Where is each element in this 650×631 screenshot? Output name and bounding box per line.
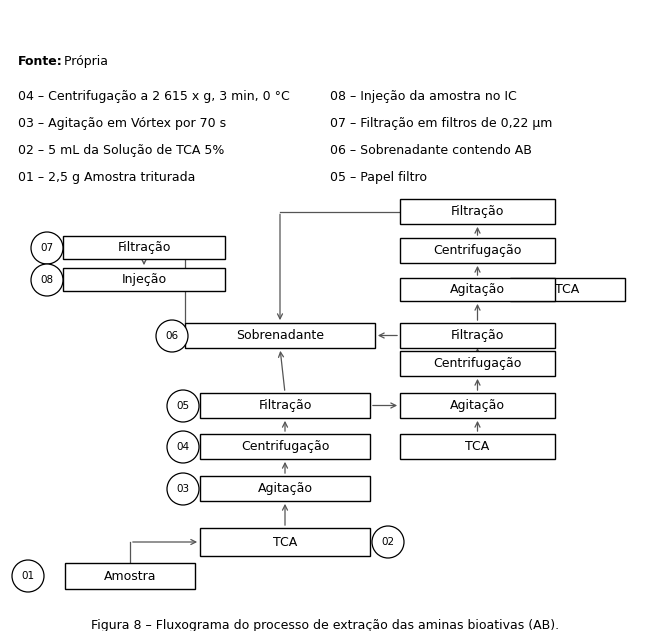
Bar [63,268,225,291]
Text: 08: 08 [40,275,53,285]
Text: Agitação: Agitação [450,283,505,296]
Text: 01: 01 [21,571,34,581]
Bar [65,563,195,589]
Bar [400,278,555,301]
Text: Agitação: Agitação [450,399,505,412]
Bar [400,323,555,348]
Text: Centrifugação: Centrifugação [434,244,522,257]
Text: Filtração: Filtração [258,399,312,412]
Text: 02: 02 [382,537,395,547]
Text: Centrifugação: Centrifugação [434,357,522,370]
Text: 06: 06 [166,331,179,341]
Circle shape [12,560,44,592]
Bar [185,323,375,348]
Text: 07 – Filtração em filtros de 0,22 μm: 07 – Filtração em filtros de 0,22 μm [330,117,552,130]
Text: TCA: TCA [555,283,580,296]
Text: 02 – 5 mL da Solução de TCA 5%: 02 – 5 mL da Solução de TCA 5% [18,144,224,157]
Circle shape [167,473,199,505]
Text: 06 – Sobrenadante contendo AB: 06 – Sobrenadante contendo AB [330,144,532,157]
Bar [200,434,370,459]
Bar [63,236,225,259]
Text: Injeção: Injeção [122,273,166,286]
Text: 03 – Agitação em Vórtex por 70 s: 03 – Agitação em Vórtex por 70 s [18,117,226,130]
Bar [200,476,370,501]
Bar [510,278,625,301]
Bar [400,351,555,376]
Text: Filtração: Filtração [451,205,504,218]
Text: Sobrenadante: Sobrenadante [236,329,324,342]
Text: 04: 04 [176,442,190,452]
Circle shape [167,390,199,422]
Text: Filtração: Filtração [451,329,504,342]
Bar [400,393,555,418]
Text: 07: 07 [40,243,53,253]
Text: Centrifugação: Centrifugação [240,440,329,453]
Circle shape [31,232,63,264]
Text: Própria: Própria [60,55,108,68]
Bar [400,199,555,224]
Text: 04 – Centrifugação a 2 615 x g, 3 min, 0 °C: 04 – Centrifugação a 2 615 x g, 3 min, 0… [18,90,290,103]
Text: TCA: TCA [273,536,297,548]
Text: Figura 8 – Fluxograma do processo de extração das aminas bioativas (AB).: Figura 8 – Fluxograma do processo de ext… [91,619,559,631]
Bar [400,434,555,459]
Text: 05 – Papel filtro: 05 – Papel filtro [330,171,427,184]
Circle shape [167,431,199,463]
Bar [200,393,370,418]
Circle shape [31,264,63,296]
Circle shape [372,526,404,558]
Text: Agitação: Agitação [257,482,313,495]
Text: 01 – 2,5 g Amostra triturada: 01 – 2,5 g Amostra triturada [18,171,196,184]
Text: TCA: TCA [465,440,489,453]
Circle shape [156,320,188,352]
Bar [200,528,370,556]
Bar [400,238,555,263]
Text: 08 – Injeção da amostra no IC: 08 – Injeção da amostra no IC [330,90,517,103]
Text: 05: 05 [176,401,190,411]
Text: Fonte:: Fonte: [18,55,63,68]
Text: Amostra: Amostra [104,570,156,582]
Text: 03: 03 [176,484,190,494]
Text: Filtração: Filtração [117,241,171,254]
